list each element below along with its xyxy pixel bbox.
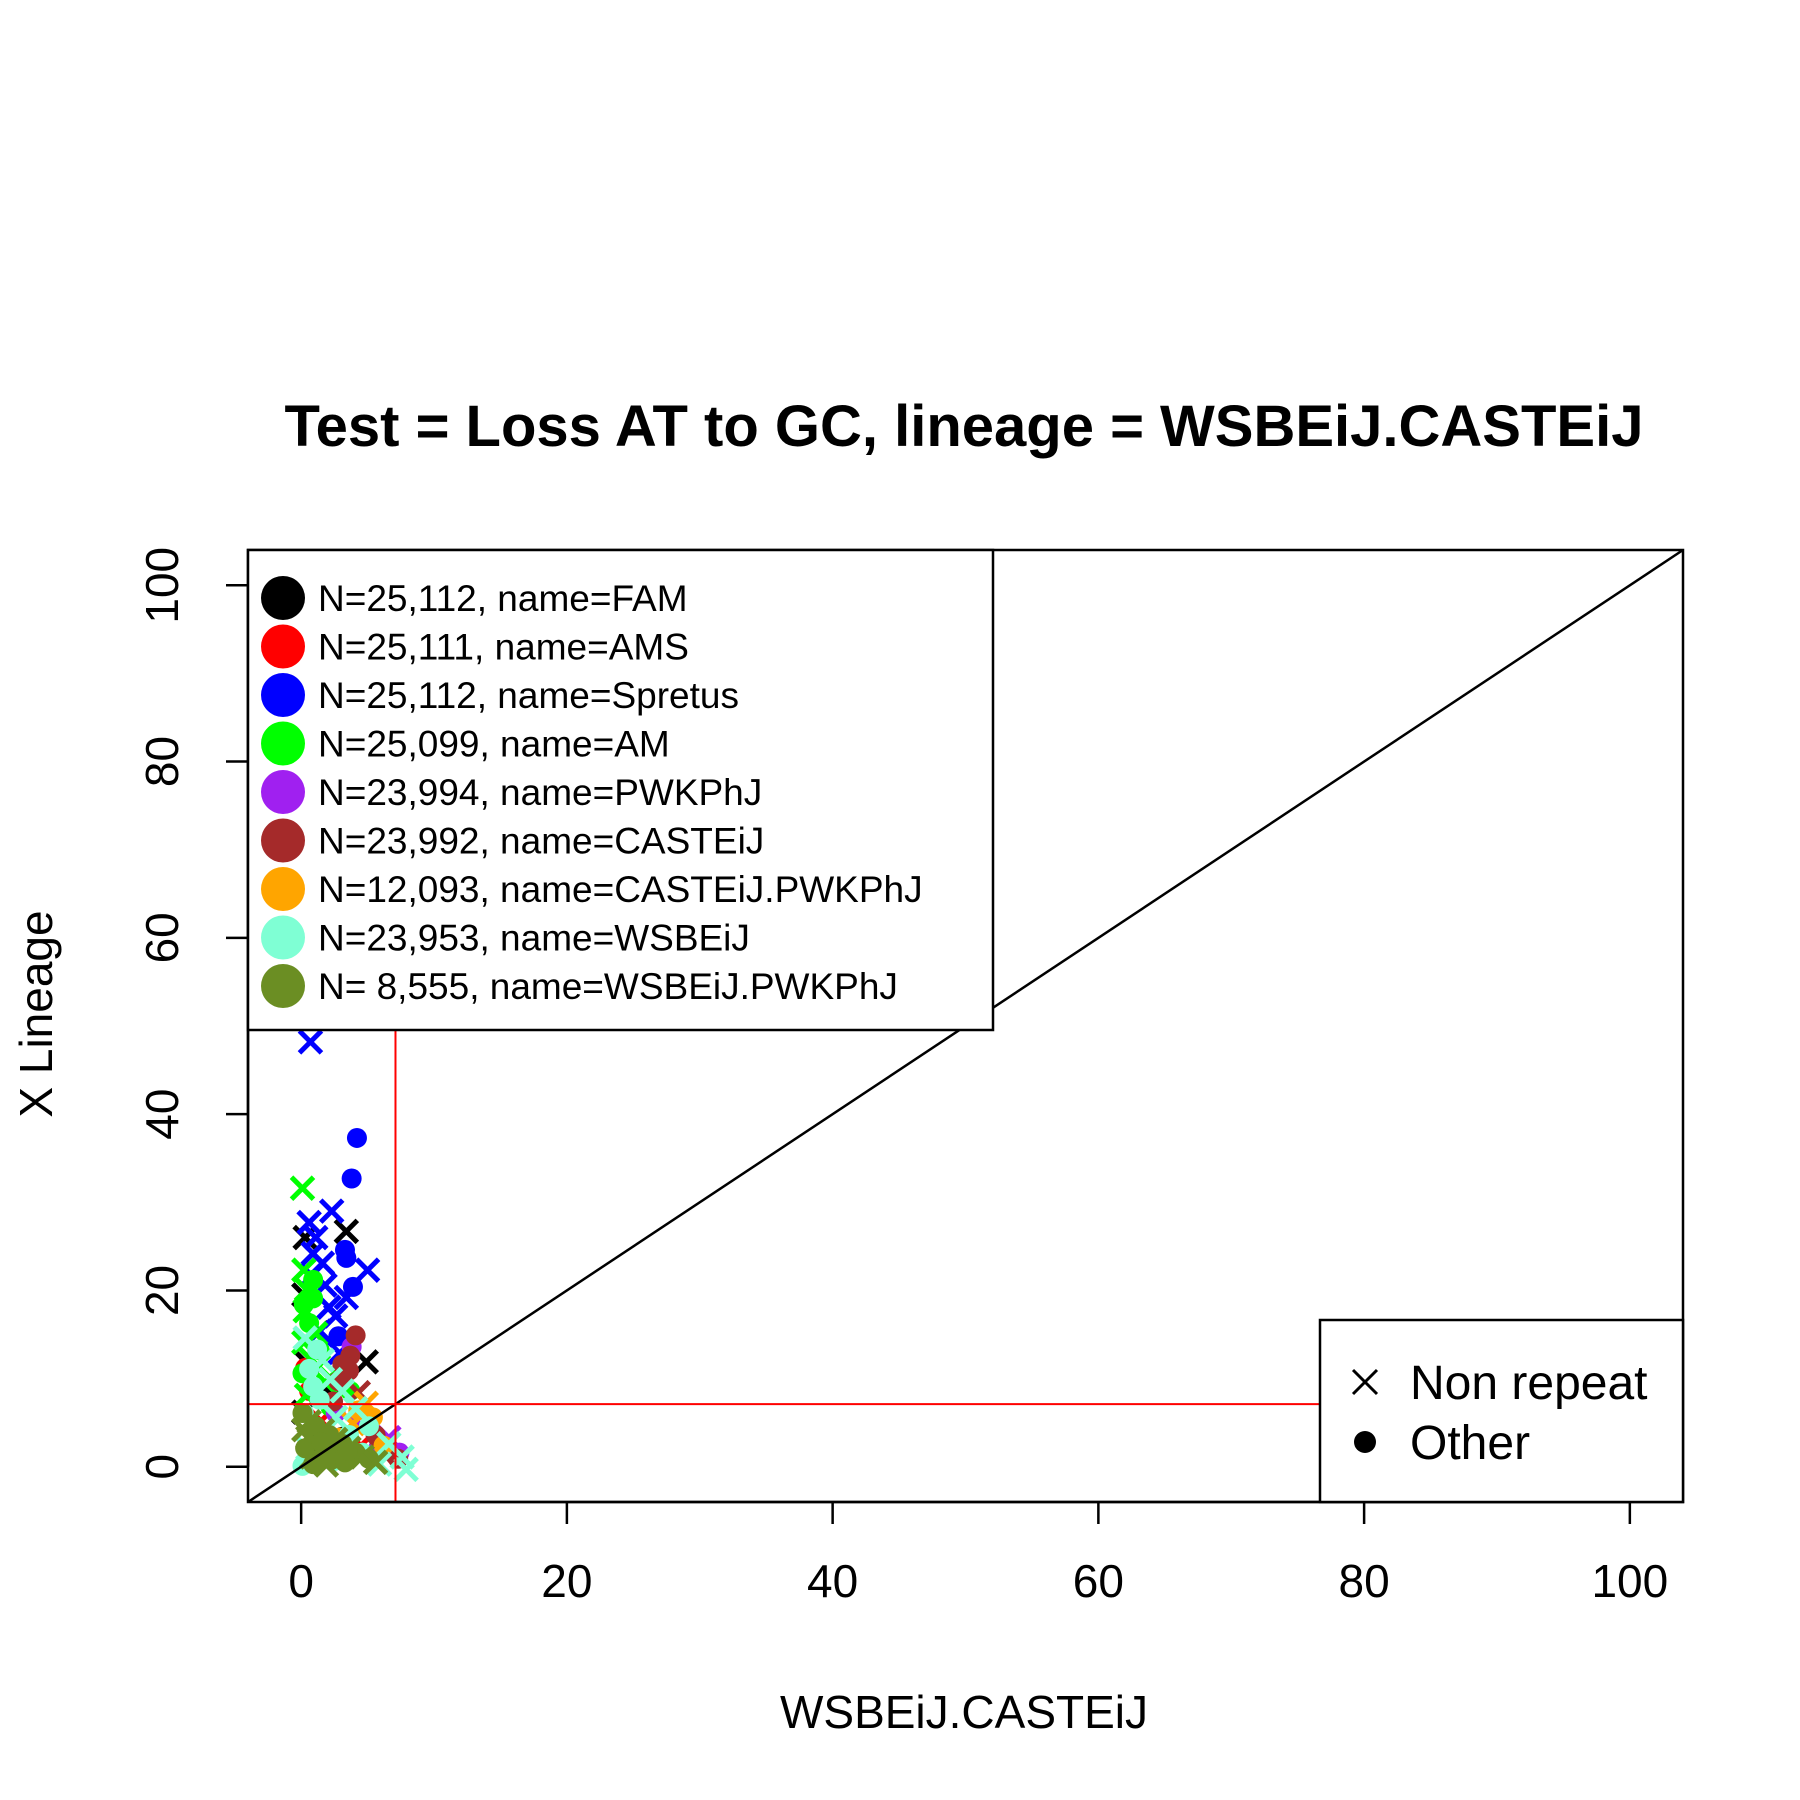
y-tick-label-2: 40 — [136, 1089, 188, 1140]
y-tick-label-3: 60 — [136, 912, 188, 963]
point-dot-s3-14 — [303, 1269, 324, 1290]
point-dot-s2-2 — [341, 1168, 362, 1189]
point-x-s2-9 — [354, 1257, 381, 1283]
legend-label-2: N=25,112, name=Spretus — [318, 675, 739, 716]
y-axis-title: X Lineage — [10, 910, 62, 1117]
legend-swatch-5 — [261, 818, 305, 863]
point-x-s0-0 — [333, 1218, 360, 1245]
chart-title: Test = Loss AT to GC, lineage = WSBEiJ.C… — [285, 394, 1644, 459]
symbol-legend-label-1: Other — [1410, 1417, 1530, 1470]
point-x-s7-5 — [329, 1378, 356, 1404]
legend-swatch-0 — [261, 576, 305, 620]
x-tick-label-5: 100 — [1591, 1555, 1668, 1607]
series-legend-box — [246, 548, 995, 1032]
point-x-s7-19 — [393, 1456, 419, 1483]
x-tick-label-3: 60 — [1073, 1555, 1124, 1607]
symbol-legend-label-0: Non repeat — [1410, 1357, 1648, 1410]
point-dot-s2-8 — [336, 1247, 357, 1268]
point-x-s2-3 — [318, 1198, 345, 1224]
data-points-layer — [289, 1029, 419, 1483]
y-tick-label-0: 0 — [136, 1454, 188, 1480]
legend-swatch-2 — [261, 673, 305, 717]
symbol-legend-dot-icon — [1354, 1431, 1376, 1453]
point-x-s0-1 — [292, 1224, 318, 1251]
legend-label-0: N=25,112, name=FAM — [318, 578, 688, 619]
legend-label-4: N=23,994, name=PWKPhJ — [318, 772, 762, 813]
y-tick-label-5: 100 — [136, 547, 188, 624]
legend-label-3: N=25,099, name=AM — [318, 724, 670, 765]
symbol-legend-x-icon — [1351, 1368, 1379, 1396]
point-dot-s7-2 — [299, 1358, 320, 1379]
point-x-s8-25 — [313, 1452, 340, 1478]
point-x-s2-4 — [296, 1209, 322, 1236]
point-x-s3-0 — [289, 1175, 316, 1201]
y-tick-label-1: 20 — [136, 1265, 188, 1316]
x-tick-label-4: 80 — [1339, 1555, 1390, 1607]
point-dot-s7-21 — [307, 1339, 328, 1360]
y-tick-label-4: 80 — [136, 736, 188, 787]
legend-swatch-1 — [261, 624, 305, 669]
legend-label-7: N=23,953, name=WSBEiJ — [318, 918, 750, 959]
legend-swatch-7 — [261, 915, 305, 960]
point-dot-s2-19 — [342, 1276, 363, 1297]
point-x-s8-21 — [291, 1416, 317, 1443]
legend-swatch-8 — [261, 964, 305, 1008]
legend-swatch-6 — [261, 867, 305, 911]
point-x-s8-23 — [362, 1449, 389, 1476]
legend-label-5: N=23,992, name=CASTEiJ — [318, 821, 764, 862]
point-dot-s5-0 — [345, 1325, 366, 1346]
x-tick-label-0: 0 — [288, 1555, 314, 1607]
x-tick-label-2: 40 — [807, 1555, 858, 1607]
point-dot-s8-20 — [337, 1440, 358, 1461]
point-dot-s2-1 — [346, 1127, 367, 1148]
series-legend: N=25,112, name=FAM N=25,111, name=AMS N=25… — [246, 548, 995, 1032]
x-tick-label-1: 20 — [541, 1555, 592, 1607]
point-x-s7-7 — [342, 1395, 369, 1422]
point-dot-s7-10 — [358, 1416, 379, 1437]
symbol-legend-box — [1318, 1318, 1685, 1504]
symbol-legend: Non repeat Other — [1318, 1318, 1685, 1504]
point-dot-s3-15 — [293, 1294, 314, 1315]
legend-label-6: N=12,093, name=CASTEiJ.PWKPhJ — [318, 869, 923, 910]
x-axis-title: WSBEiJ.CASTEiJ — [780, 1686, 1148, 1738]
point-x-s2-0 — [297, 1029, 324, 1055]
legend-label-8: N= 8,555, name=WSBEiJ.PWKPhJ — [318, 966, 898, 1007]
legend-swatch-3 — [261, 721, 305, 766]
legend-label-1: N=25,111, name=AMS — [318, 627, 689, 668]
legend-swatch-4 — [261, 770, 305, 814]
